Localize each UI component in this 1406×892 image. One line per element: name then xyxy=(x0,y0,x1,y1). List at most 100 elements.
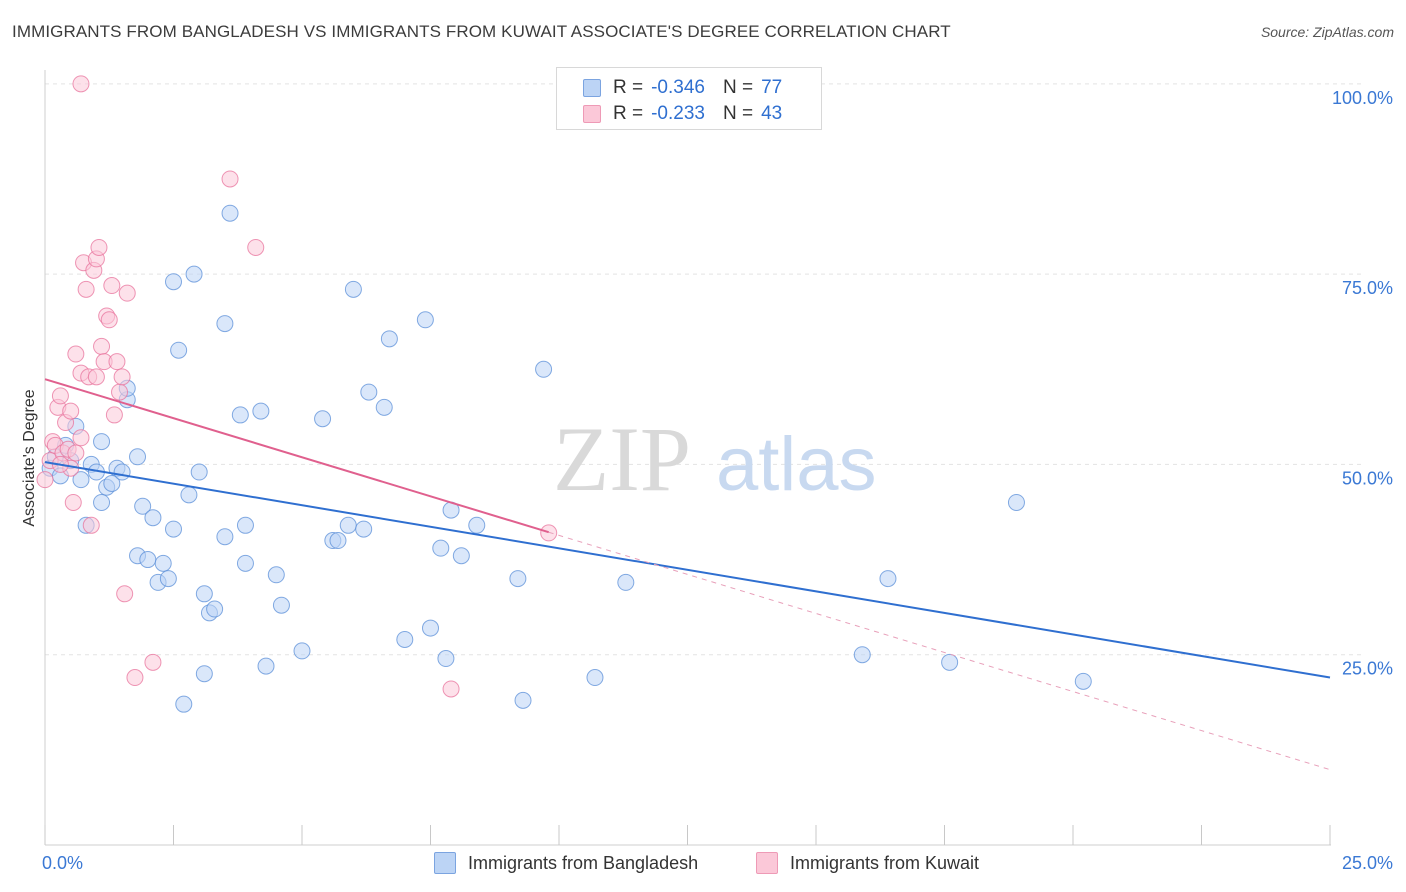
point-kuwait xyxy=(67,345,85,363)
series-legend: Immigrants from Bangladesh Immigrants fr… xyxy=(0,852,1406,876)
point-bangladesh xyxy=(452,547,470,565)
point-bangladesh xyxy=(180,486,198,504)
point-bangladesh xyxy=(139,551,157,569)
point-bangladesh xyxy=(375,398,393,416)
point-bangladesh xyxy=(422,619,439,637)
point-kuwait xyxy=(221,170,239,188)
point-bangladesh xyxy=(221,204,239,222)
point-bangladesh xyxy=(1007,493,1025,511)
point-kuwait xyxy=(36,471,54,489)
legend-n-label: N = xyxy=(722,77,754,98)
legend-r-value: -0.233 xyxy=(651,103,705,124)
point-bangladesh xyxy=(165,273,182,291)
point-bangladesh xyxy=(360,383,378,401)
point-kuwait xyxy=(77,280,95,298)
point-bangladesh xyxy=(185,265,203,283)
point-bangladesh xyxy=(72,471,90,489)
legend-r-label: R = xyxy=(613,77,644,98)
trend-line-kuwait-extension xyxy=(548,531,1331,771)
point-bangladesh xyxy=(195,665,213,683)
point-bangladesh xyxy=(853,646,871,664)
point-bangladesh xyxy=(159,570,177,588)
point-bangladesh xyxy=(134,497,152,515)
point-bangladesh xyxy=(216,315,234,333)
point-bangladesh xyxy=(1074,672,1092,690)
point-kuwait xyxy=(51,387,69,405)
point-bangladesh xyxy=(432,539,450,557)
point-kuwait xyxy=(62,402,80,420)
y-tick-label: 50.0% xyxy=(1342,468,1393,488)
point-bangladesh xyxy=(129,448,147,466)
series-legend-item-kuwait[interactable]: Immigrants from Kuwait xyxy=(756,852,979,874)
legend-n-label: N = xyxy=(722,103,754,124)
point-bangladesh xyxy=(93,493,111,511)
legend-swatch-pink xyxy=(583,105,601,123)
point-bangladesh xyxy=(941,653,959,671)
legend-row-kuwait: R = -0.233 N = 43 xyxy=(583,102,782,126)
stats-legend: R = -0.346 N = 77 R = -0.233 N = 43 xyxy=(556,67,822,130)
point-bangladesh xyxy=(195,585,213,603)
point-bangladesh xyxy=(175,695,193,713)
y-tick-label: 25.0% xyxy=(1342,659,1393,679)
point-bangladesh xyxy=(206,600,224,618)
watermark-zip: ZIP xyxy=(553,408,691,510)
legend-r-value: -0.346 xyxy=(651,77,705,98)
legend-n-value: 43 xyxy=(761,103,783,124)
point-bangladesh xyxy=(236,554,254,572)
point-bangladesh xyxy=(113,463,131,481)
point-kuwait xyxy=(87,368,105,386)
point-kuwait xyxy=(442,680,460,698)
point-kuwait xyxy=(108,353,126,371)
point-kuwait xyxy=(247,238,265,256)
point-kuwait xyxy=(100,311,118,329)
point-bangladesh xyxy=(396,630,414,648)
point-bangladesh xyxy=(437,650,455,668)
point-kuwait xyxy=(67,444,85,462)
point-bangladesh xyxy=(272,596,290,614)
point-bangladesh xyxy=(165,520,182,538)
point-bangladesh xyxy=(216,528,234,546)
point-bangladesh xyxy=(314,410,332,428)
series-swatch-blue xyxy=(434,852,456,874)
point-kuwait xyxy=(144,653,162,671)
series-swatch-pink xyxy=(756,852,778,874)
point-bangladesh xyxy=(252,402,270,420)
point-kuwait xyxy=(82,516,100,534)
x-tick-label: 0.0% xyxy=(42,853,83,873)
point-bangladesh xyxy=(170,341,188,359)
series-legend-item-bangladesh[interactable]: Immigrants from Bangladesh xyxy=(434,852,698,874)
series-legend-label: Immigrants from Bangladesh xyxy=(468,852,699,873)
point-bangladesh xyxy=(586,669,604,687)
point-kuwait xyxy=(72,429,90,447)
point-bangladesh xyxy=(154,554,172,572)
point-bangladesh xyxy=(231,406,249,424)
legend-n-value: 77 xyxy=(761,77,783,98)
point-bangladesh xyxy=(103,474,121,492)
point-bangladesh xyxy=(514,691,532,709)
point-bangladesh xyxy=(329,532,347,550)
point-bangladesh xyxy=(355,520,373,538)
point-kuwait xyxy=(103,277,121,295)
point-bangladesh xyxy=(293,642,311,660)
point-bangladesh xyxy=(617,573,635,591)
y-tick-label: 75.0% xyxy=(1342,278,1393,298)
point-bangladesh xyxy=(879,570,897,588)
point-bangladesh xyxy=(257,657,275,675)
point-kuwait xyxy=(540,524,558,542)
point-bangladesh xyxy=(344,280,362,298)
point-kuwait xyxy=(72,75,90,93)
point-kuwait xyxy=(111,383,129,401)
point-kuwait xyxy=(113,368,131,386)
point-bangladesh xyxy=(144,509,162,527)
point-bangladesh xyxy=(190,463,208,481)
legend-r-label: R = xyxy=(613,103,644,124)
legend-row-bangladesh: R = -0.346 N = 77 xyxy=(583,76,782,100)
y-tick-label: 100.0% xyxy=(1332,88,1393,108)
x-tick-label: 25.0% xyxy=(1342,853,1393,873)
point-kuwait xyxy=(118,284,136,302)
watermark-atlas: atlas xyxy=(716,422,877,507)
point-kuwait xyxy=(105,406,123,424)
y-axis-label: Associate's Degree xyxy=(21,389,38,527)
point-bangladesh xyxy=(267,566,285,584)
chart-title: IMMIGRANTS FROM BANGLADESH VS IMMIGRANTS… xyxy=(12,22,951,41)
